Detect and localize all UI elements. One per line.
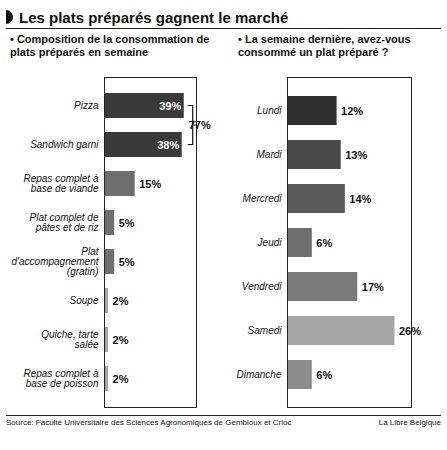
- svg-text:Lundi: Lundi: [257, 105, 282, 116]
- html-text:• La semaine dernière, avez-vo: • La semaine dernière, avez-vous consomm…: [238, 33, 411, 58]
- svg-text:12%: 12%: [341, 105, 363, 117]
- svg-text:13%: 13%: [345, 149, 367, 161]
- svg-text:2%: 2%: [113, 295, 129, 307]
- svg-text:Sandwich garni: Sandwich garni: [30, 139, 99, 150]
- svg-text:Platd'accompagnement(gratin): Platd'accompagnement(gratin): [12, 246, 100, 277]
- svg-text:26%: 26%: [399, 325, 421, 337]
- svg-text:Pizza: Pizza: [74, 100, 99, 111]
- svg-text:Dimanche: Dimanche: [236, 369, 281, 380]
- svg-text:38%: 38%: [157, 139, 179, 151]
- svg-text:2%: 2%: [113, 334, 129, 346]
- svg-text:5%: 5%: [119, 256, 135, 268]
- svg-text:39%: 39%: [159, 100, 181, 112]
- svg-text:Repas complet àbase de poisson: Repas complet àbase de poisson: [23, 368, 98, 389]
- svg-text:6%: 6%: [316, 369, 332, 381]
- svg-text:2%: 2%: [113, 373, 129, 385]
- svg-text:Mardi: Mardi: [256, 149, 282, 160]
- svg-text:17%: 17%: [362, 281, 384, 293]
- svg-text:Plat complet depâtes et de riz: Plat complet depâtes et de riz: [30, 212, 99, 233]
- svg-text:Repas complet àbase de viande: Repas complet àbase de viande: [23, 173, 98, 194]
- svg-text:6%: 6%: [316, 237, 332, 249]
- html-text:La Libre Belgique: La Libre Belgique: [378, 418, 441, 427]
- html-text:• Composition de la consommati: • Composition de la consommation de plat…: [10, 33, 210, 58]
- svg-text:Jeudi: Jeudi: [257, 237, 283, 248]
- svg-text:Soupe: Soupe: [70, 295, 99, 306]
- svg-text:77%: 77%: [189, 119, 211, 131]
- svg-text:Mercredi: Mercredi: [243, 193, 283, 204]
- svg-text:Samedi: Samedi: [248, 325, 283, 336]
- svg-text:14%: 14%: [349, 193, 371, 205]
- svg-text:15%: 15%: [139, 178, 161, 190]
- html-text:Les plats préparés gagnent le: Les plats préparés gagnent le marché: [19, 8, 289, 26]
- svg-text:Quiche, tartesalée: Quiche, tartesalée: [41, 329, 99, 350]
- svg-text:5%: 5%: [119, 217, 135, 229]
- html-text:Source: Faculté Universitaire: Source: Faculté Universitaire des Scienc…: [6, 418, 292, 427]
- svg-text:Vendredi: Vendredi: [242, 281, 282, 292]
